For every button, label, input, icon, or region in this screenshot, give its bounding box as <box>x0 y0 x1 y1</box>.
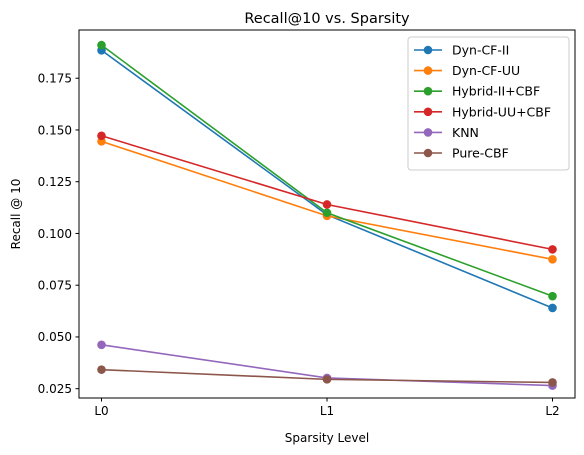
legend-label: Dyn-CF-UU <box>452 63 520 78</box>
data-point <box>548 255 557 264</box>
y-tick-label: 0.025 <box>38 382 72 396</box>
plot-lines <box>97 40 557 390</box>
legend-item: Hybrid-UU+CBF <box>414 104 551 119</box>
legend-frame <box>407 36 570 171</box>
x-tick-label: L2 <box>545 404 559 418</box>
chart-title: Recall@10 vs. Sparsity <box>244 11 410 27</box>
data-point <box>548 291 557 301</box>
data-point <box>97 40 106 50</box>
data-point <box>548 378 557 387</box>
data-point <box>97 365 106 374</box>
legend-item: KNN <box>414 125 479 140</box>
legend-item: Pure-CBF <box>414 146 509 161</box>
data-point <box>322 200 332 209</box>
legend-label: Pure-CBF <box>452 146 509 161</box>
y-tick-label: 0.075 <box>38 278 72 292</box>
x-tick-label: L1 <box>320 404 334 418</box>
legend-swatch-marker <box>423 86 433 96</box>
legend-swatch-marker <box>423 45 433 55</box>
y-tick-label: 0.125 <box>38 175 72 189</box>
data-point <box>322 375 332 384</box>
legend-label: Dyn-CF-II <box>452 43 509 58</box>
data-point <box>548 303 557 313</box>
legend-label: Hybrid-II+CBF <box>452 84 540 99</box>
legend-item: Hybrid-II+CBF <box>414 84 540 99</box>
legend-item: Dyn-CF-II <box>414 43 509 58</box>
y-tick-label: 0.050 <box>38 330 72 344</box>
legend-label: KNN <box>452 125 479 140</box>
y-axis-label: Recall @ 10 <box>9 179 23 250</box>
data-point <box>548 245 557 254</box>
legend: Dyn-CF-II Dyn-CF-UU Hybrid-II+CBF Hybrid-UU… <box>407 36 570 171</box>
y-tick-label: 0.150 <box>38 123 72 137</box>
legend-items: Dyn-CF-II Dyn-CF-UU Hybrid-II+CBF Hybrid-UU… <box>414 43 551 161</box>
legend-label: Hybrid-UU+CBF <box>452 104 551 119</box>
legend-swatch-marker <box>423 66 433 75</box>
x-axis-label: Sparsity Level <box>285 431 369 445</box>
y-tick-label: 0.175 <box>38 72 72 86</box>
x-tick-label: L0 <box>94 404 108 418</box>
legend-swatch-marker <box>423 107 433 117</box>
data-point <box>97 340 106 350</box>
legend-item: Dyn-CF-UU <box>414 63 520 78</box>
series-hybrid-ii-cbf <box>97 40 557 301</box>
x-axis: L0 L1 L2 <box>94 398 560 418</box>
series-pure-cbf <box>97 365 557 387</box>
data-point <box>322 208 332 218</box>
series-hybrid-uu-cbf <box>97 131 557 254</box>
y-tick-label: 0.100 <box>38 227 72 241</box>
data-point <box>97 131 106 141</box>
y-axis: 0.025 0.050 0.075 0.100 0.125 0.150 0.175 <box>38 72 79 396</box>
legend-swatch-marker <box>423 148 433 158</box>
legend-swatch-marker <box>423 128 433 137</box>
